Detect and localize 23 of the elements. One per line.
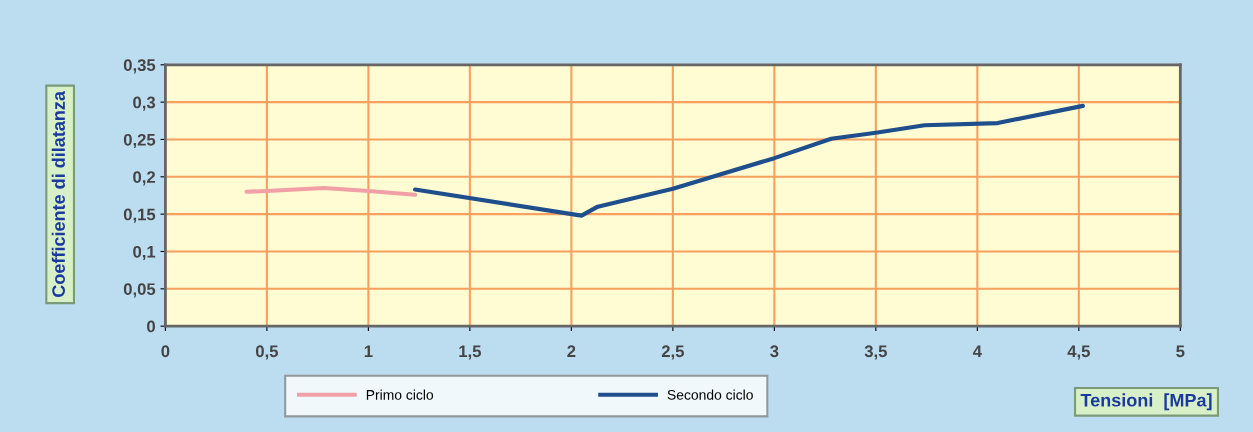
y-tick-label: 0,05 xyxy=(123,283,156,298)
x-tick-label: 4,5 xyxy=(1067,345,1090,360)
x-tick-label: 1,5 xyxy=(459,345,481,360)
x-tick-label: 3,5 xyxy=(864,345,887,360)
x-tick-label: 1 xyxy=(364,345,373,357)
legend-label: Primo ciclo xyxy=(366,389,434,400)
y-tick-label: 0,1 xyxy=(133,245,156,261)
y-axis-title: Coefficiente di dilatanza xyxy=(51,90,65,297)
x-tick-label: 0 xyxy=(161,345,170,358)
x-tick-label: 3 xyxy=(770,345,779,358)
x-tick-label: 2 xyxy=(567,345,576,357)
x-tick-label: 5 xyxy=(1176,345,1185,358)
x-tick-label: 0,5 xyxy=(255,345,279,360)
x-tick-label: 4 xyxy=(972,345,982,357)
y-tick-label: 0,35 xyxy=(123,59,156,74)
x-axis-title: Tensioni [MPa] xyxy=(1080,393,1212,411)
y-tick-label: 0,15 xyxy=(123,208,156,223)
y-tick-label: 0,2 xyxy=(133,171,156,186)
y-tick-label: 0,25 xyxy=(123,133,156,149)
legend-label: Secondo ciclo xyxy=(667,389,753,400)
x-tick-label: 2,5 xyxy=(661,345,684,360)
y-tick-label: 0,3 xyxy=(133,96,156,111)
y-tick-label: 0 xyxy=(147,320,155,333)
